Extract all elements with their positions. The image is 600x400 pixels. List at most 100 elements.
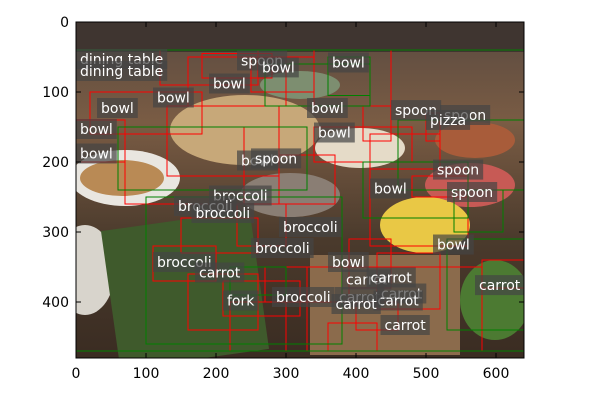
- detection-label-background: [328, 52, 369, 73]
- casserole-tray: [170, 95, 320, 165]
- detection-label-text: carrot: [479, 278, 521, 294]
- detection-label-background: [475, 275, 525, 296]
- detection-label-text: carrot: [371, 270, 413, 286]
- detection-label: broccoli: [191, 203, 255, 223]
- detection-label-text: bowl: [80, 147, 113, 163]
- detection-label-text: bowl: [374, 182, 407, 198]
- detection-label: broccoli: [251, 238, 314, 258]
- detection-label: bowl: [328, 52, 369, 73]
- detection-label: spoon: [251, 148, 302, 169]
- detection-label: bowl: [153, 87, 194, 108]
- detection-label-text: spoon: [255, 151, 297, 167]
- detection-label: carrot: [366, 267, 416, 288]
- detection-label-text: carrot: [336, 297, 378, 313]
- detection-label-text: pizza: [430, 113, 466, 129]
- detection-label-text: bowl: [332, 56, 365, 72]
- detection-label: carrot: [380, 315, 430, 335]
- detection-label-background: [307, 98, 348, 118]
- y-tick-label: 200: [42, 155, 69, 171]
- detection-label-background: [366, 267, 416, 288]
- detection-label-background: [223, 290, 259, 311]
- detection-label-text: broccoli: [276, 290, 331, 306]
- detection-label-text: fork: [227, 294, 255, 310]
- detection-label: spoon: [433, 159, 484, 180]
- detection-label: broccoli: [279, 217, 342, 237]
- y-tick-label: 100: [42, 85, 69, 101]
- detection-label-background: [373, 290, 423, 311]
- detection-label-background: [314, 122, 355, 143]
- detection-label-background: [426, 109, 471, 130]
- x-tick-label: 400: [343, 366, 370, 382]
- detection-label: spoon: [447, 182, 498, 202]
- y-tick-label: 0: [60, 15, 69, 31]
- detection-label: bowl: [258, 57, 299, 78]
- detection-label-text: broccoli: [255, 241, 310, 257]
- detection-label-text: bowl: [262, 60, 295, 76]
- detection-label-text: carrot: [385, 318, 427, 334]
- detection-label-text: bowl: [311, 101, 344, 117]
- detection-label-text: bowl: [332, 255, 365, 271]
- detection-label-background: [433, 234, 474, 255]
- detection-label-text: bowl: [437, 238, 470, 254]
- detection-label-background: [195, 262, 245, 283]
- detection-label-background: [447, 182, 498, 202]
- detection-label: dining table: [76, 60, 168, 81]
- x-tick-label: 100: [133, 366, 160, 382]
- ground-truth-box: [76, 49, 524, 352]
- x-tick-label: 600: [483, 366, 510, 382]
- detection-label: bowl: [370, 178, 411, 199]
- x-axis: 0 100 200 300 400 500 600: [72, 22, 510, 382]
- detection-label: bowl: [209, 73, 250, 94]
- predicted-box: [362, 105, 392, 142]
- green-bowl: [460, 260, 524, 340]
- detection-label-background: [251, 238, 314, 258]
- detection-label-text: broccoli: [283, 220, 338, 236]
- detection-label-text: bowl: [318, 126, 351, 142]
- detection-label-background: [97, 98, 138, 118]
- detection-label-text: spoon: [437, 163, 479, 179]
- detection-label-background: [279, 217, 342, 237]
- detection-label-background: [209, 73, 250, 94]
- detection-label-background: [433, 159, 484, 180]
- detection-label-text: carrot: [199, 266, 241, 282]
- detection-label-text: spoon: [451, 185, 493, 201]
- detection-label-background: [328, 252, 369, 272]
- detection-label-background: [331, 294, 381, 314]
- wall: [76, 22, 524, 52]
- detection-label-text: broccoli: [196, 206, 251, 222]
- detection-label-text: bowl: [101, 101, 134, 117]
- detection-label: carrot: [195, 262, 245, 283]
- detection-label-background: [153, 87, 194, 108]
- detection-label: bowl: [328, 252, 369, 272]
- detection-label: bowl: [314, 122, 355, 143]
- ground-truth-box: [446, 238, 524, 331]
- broccoli-tray: [100, 210, 270, 358]
- x-tick-label: 0: [72, 366, 81, 382]
- detection-label: carrot: [331, 294, 381, 314]
- detection-label-text: carrot: [378, 294, 420, 310]
- detection-label-background: [191, 203, 255, 223]
- axes-frame: [75, 21, 525, 359]
- y-axis: 0 100 200 300 400: [42, 15, 524, 311]
- pizza: [435, 122, 515, 158]
- y-tick-label: 300: [42, 225, 69, 241]
- detection-label-background: [76, 143, 117, 164]
- detection-label-background: [76, 119, 117, 139]
- x-tick-label: 200: [203, 366, 230, 382]
- detection-label: bowl: [76, 143, 117, 164]
- detection-label-background: [258, 57, 299, 78]
- x-tick-label: 300: [273, 366, 300, 382]
- detection-label: carrot: [373, 290, 423, 311]
- detection-label: bowl: [76, 119, 117, 139]
- detection-label-background: [251, 148, 302, 169]
- predicted-box: [89, 91, 203, 135]
- predicted-box: [166, 105, 280, 177]
- x-tick-label: 500: [413, 366, 440, 382]
- detection-label: fork: [223, 290, 259, 311]
- detection-label-text: dining table: [80, 64, 163, 80]
- detection-label-background: [76, 60, 168, 81]
- detection-label: bowl: [433, 234, 474, 255]
- detection-label: broccoli: [272, 287, 335, 307]
